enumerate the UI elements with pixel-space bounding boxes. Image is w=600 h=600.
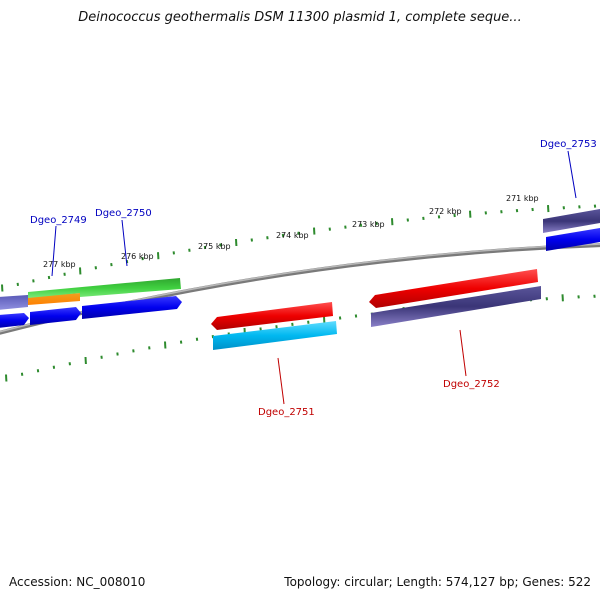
tick-label-277kbp: 277 kbp: [43, 260, 76, 269]
gene-label-dgeo-2751[interactable]: Dgeo_2751: [258, 407, 315, 418]
leader-dgeo-2750: [121, 219, 128, 267]
leader-dgeo-2749: [51, 225, 57, 277]
gene-dgeo-2751[interactable]: [211, 302, 333, 330]
backbone-arc-highlight: [0, 243, 600, 333]
feature-lavender-left[interactable]: [0, 295, 28, 310]
feature-dgeo-2750-green[interactable]: [28, 278, 181, 298]
gene-dgeo-2753[interactable]: [546, 228, 600, 251]
feature-dgeo-2751-cyan[interactable]: [213, 321, 337, 350]
feature-dgeo-2752-purple[interactable]: [371, 286, 541, 327]
tick-label-276kbp: 276 kbp: [121, 252, 154, 261]
leader-dgeo-2753: [567, 150, 577, 199]
gene-label-dgeo-2750[interactable]: Dgeo_2750: [95, 208, 152, 219]
tick-label-273kbp: 273 kbp: [352, 220, 385, 229]
gene-dgeo-2752[interactable]: [369, 269, 538, 308]
tick-label-271kbp: 271 kbp: [506, 194, 539, 203]
gene-label-dgeo-2749[interactable]: Dgeo_2749: [30, 215, 87, 226]
leader-dgeo-2752: [459, 329, 467, 377]
gene-dgeo-2749[interactable]: [30, 307, 81, 325]
tick-label-272kbp: 272 kbp: [429, 207, 462, 216]
feature-dgeo-2753-purple[interactable]: [543, 209, 600, 233]
tick-label-275kbp: 275 kbp: [198, 242, 231, 251]
accession-label: Accession: NC_008010: [9, 575, 146, 589]
leader-dgeo-2751: [277, 357, 285, 405]
gene-label-dgeo-2752[interactable]: Dgeo_2752: [443, 379, 500, 390]
gene-dgeo-2750[interactable]: [82, 296, 182, 319]
tick-label-274kbp: 274 kbp: [276, 231, 309, 240]
gene-label-dgeo-2753[interactable]: Dgeo_2753: [540, 139, 597, 150]
map-title: Deinococcus geothermalis DSM 11300 plasm…: [78, 10, 522, 25]
gene-blue-left[interactable]: [0, 313, 29, 328]
topology-summary: Topology: circular; Length: 574,127 bp; …: [284, 575, 591, 589]
